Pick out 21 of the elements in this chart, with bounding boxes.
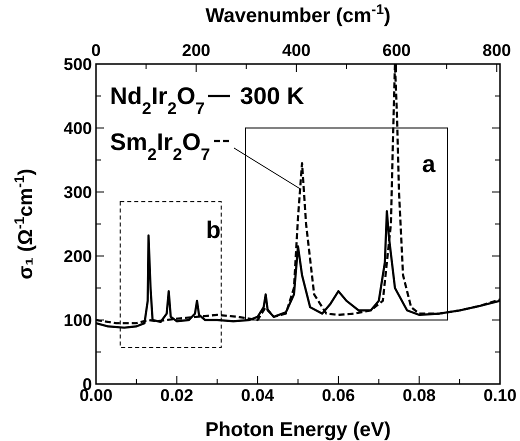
legend-label: Nd$_{2}$Ir$_{2}$O$_{7}$ [110, 83, 205, 118]
x-tick-label: 0.08 [402, 386, 436, 405]
x2-tick-label: 800 [482, 41, 511, 60]
y-tick-label: 400 [64, 119, 92, 138]
x-tick-label: 0.10 [483, 386, 517, 405]
x2-tick-label: 200 [182, 41, 210, 60]
x-tick-label: 0.02 [160, 386, 194, 405]
y-tick-label: 200 [64, 247, 92, 266]
x2-tick-label: 400 [282, 41, 311, 60]
y-tick-label: 300 [64, 183, 92, 202]
annotation: 300 K [240, 83, 305, 110]
x-tick-label: 0.04 [241, 386, 275, 405]
x2-tick-label: 600 [382, 41, 411, 60]
legend-label: Sm$_{2}$Ir$_{2}$O$_{7}$ [110, 129, 210, 164]
annotation: a [422, 151, 436, 178]
annotation: b [206, 217, 221, 244]
y-tick-label: 500 [64, 55, 92, 74]
y-tick-label: 100 [64, 311, 92, 330]
x-axis-title: Photon Energy (eV) [205, 419, 391, 441]
x-tick-label: 0.06 [322, 386, 355, 405]
x2-axis-title: Wavenumber (cm$^{-1}$) [205, 1, 391, 27]
